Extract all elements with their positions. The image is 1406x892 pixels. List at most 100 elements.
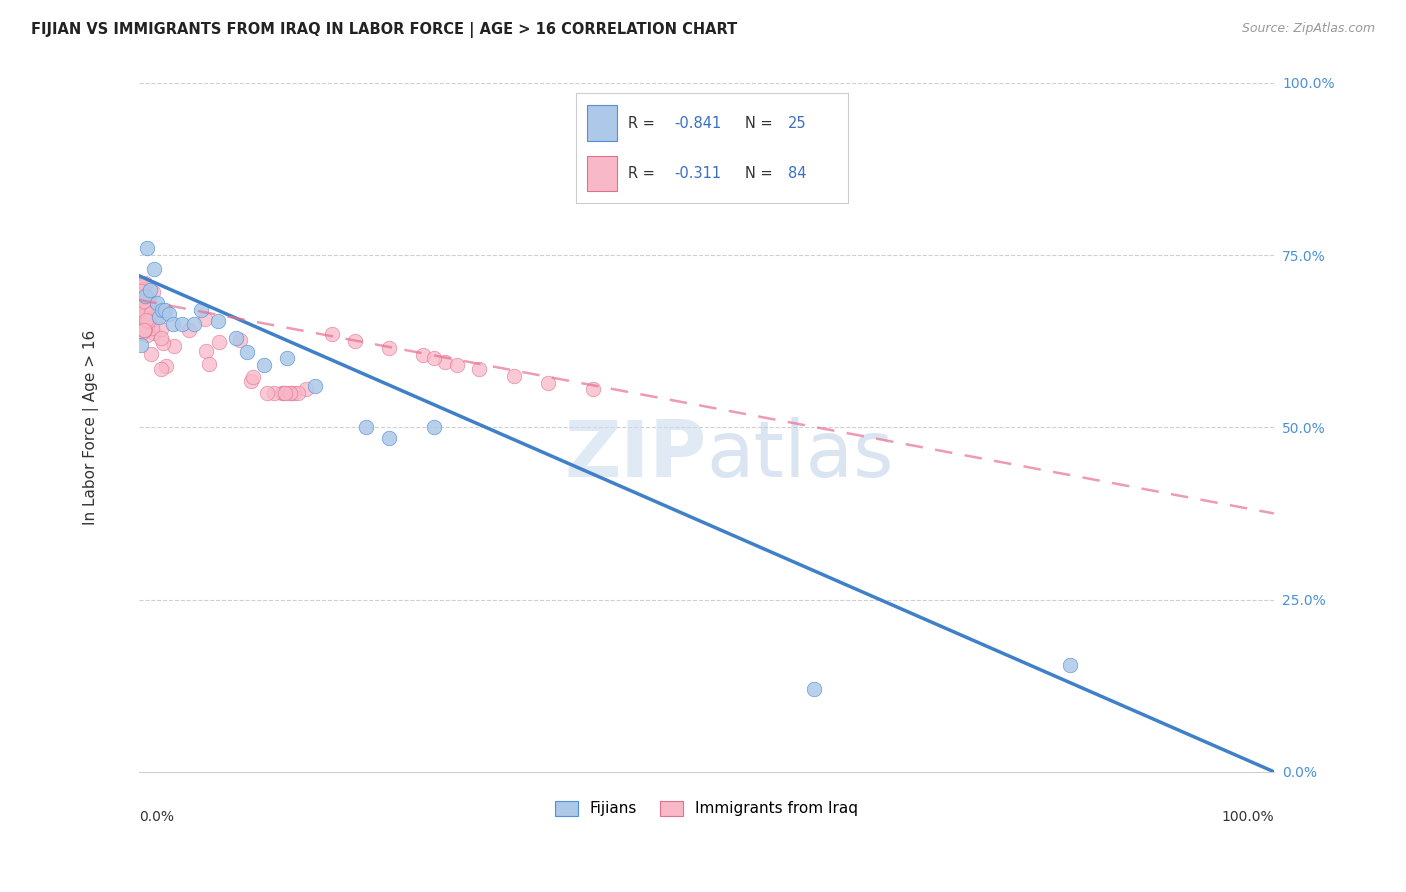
Text: Source: ZipAtlas.com: Source: ZipAtlas.com [1241,22,1375,36]
Point [132,325,155,339]
Point [129,298,152,312]
Point [412,348,434,362]
Point [280,385,302,400]
Point [149,361,172,376]
Point [132,322,155,336]
Point [134,323,156,337]
Point [129,284,152,298]
Point [468,361,491,376]
Point [134,307,156,321]
Point [135,304,157,318]
Text: 0.0%: 0.0% [139,810,174,823]
Point [134,293,156,308]
Point [155,359,177,373]
Point [141,321,163,335]
Point [131,319,153,334]
Point [446,359,468,373]
Point [242,370,264,384]
Point [132,278,155,293]
Point [139,347,162,361]
Point [582,383,605,397]
Point [131,300,153,314]
Point [190,303,212,318]
Point [162,317,184,331]
Point [253,359,276,373]
Point [135,301,157,315]
Point [172,317,194,331]
Point [343,334,366,349]
Point [194,312,217,326]
Point [134,302,156,317]
Point [354,420,377,434]
Point [153,303,176,318]
Point [129,309,152,323]
Point [1059,657,1081,672]
Point [194,343,217,358]
Point [208,334,231,349]
Text: FIJIAN VS IMMIGRANTS FROM IRAQ IN LABOR FORCE | AGE > 16 CORRELATION CHART: FIJIAN VS IMMIGRANTS FROM IRAQ IN LABOR … [31,22,737,38]
Point [146,296,169,310]
Point [132,295,155,310]
Point [321,327,343,342]
Point [157,307,180,321]
Point [132,303,155,318]
Point [136,327,159,342]
Point [129,321,152,335]
Point [276,351,298,366]
Point [236,344,259,359]
Point [129,308,152,322]
Point [256,385,278,400]
Point [134,296,156,310]
Point [150,303,173,318]
Point [423,420,446,434]
Point [136,314,159,328]
Point [274,385,297,400]
Point [135,290,157,304]
Point [304,379,326,393]
Point [228,333,250,347]
Point [131,310,153,325]
Point [141,306,163,320]
Point [152,336,174,351]
Text: ZIP: ZIP [564,417,706,493]
Point [142,326,165,340]
Point [142,261,165,276]
Text: In Labor Force | Age > 16: In Labor Force | Age > 16 [83,330,100,525]
Point [423,351,446,366]
Point [141,308,163,322]
Text: 100.0%: 100.0% [1222,810,1274,823]
Point [139,283,162,297]
Point [131,337,153,351]
Point [225,331,247,345]
Point [149,321,172,335]
Point [198,357,221,371]
Point [131,284,153,298]
Point [138,293,160,308]
Point [163,339,186,353]
Point [271,385,294,400]
Point [129,277,152,292]
Point [132,323,155,337]
Point [263,385,285,400]
Point [129,326,152,340]
Point [536,376,558,390]
Point [145,309,167,323]
Text: atlas: atlas [706,417,894,493]
Point [142,285,165,300]
Point [295,382,318,396]
Point [502,368,524,383]
Point [183,317,205,331]
Point [377,431,399,445]
Point [273,385,295,400]
Point [803,681,825,696]
Point [135,297,157,311]
Point [177,323,200,337]
Point [139,310,162,324]
Point [278,385,301,400]
Point [149,331,172,345]
Point [134,322,156,336]
Point [134,289,156,303]
Point [129,305,152,319]
Point [134,296,156,310]
Point [287,385,309,400]
